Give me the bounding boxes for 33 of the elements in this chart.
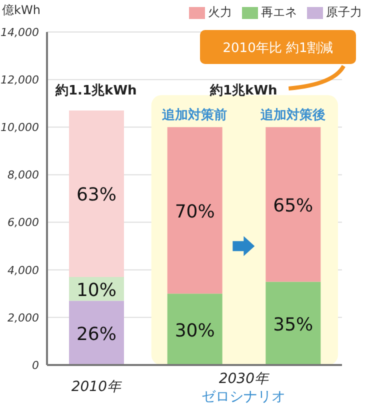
annotation: 30% bbox=[174, 320, 215, 342]
x-tick-label: 追加対策後 bbox=[259, 107, 326, 124]
annotation: 10% bbox=[76, 280, 117, 301]
y-tick-label: 2,000 bbox=[8, 311, 39, 324]
bar bbox=[167, 294, 222, 365]
annotation: 2010年比 約1割減 bbox=[222, 41, 334, 56]
legend-label: 原子力 bbox=[325, 4, 362, 21]
annotation: 約1.1兆kWh bbox=[54, 83, 137, 98]
y-tick-label: 14,000 bbox=[0, 26, 39, 39]
y-tick-label: 12,000 bbox=[0, 73, 39, 86]
y-tick-label: 4,000 bbox=[8, 264, 39, 277]
bar bbox=[266, 282, 321, 365]
y-axis-title: 億kWh bbox=[2, 2, 40, 19]
annotation: 65% bbox=[273, 195, 314, 216]
annotation: 26% bbox=[76, 324, 117, 345]
bar bbox=[167, 127, 222, 294]
text: 2030年 bbox=[218, 371, 270, 387]
x-tick-label: 2010年 bbox=[71, 379, 122, 395]
legend-label: 再エネ bbox=[260, 4, 297, 21]
y-tick-label: 8,000 bbox=[8, 168, 39, 182]
y-tick-label: 6,000 bbox=[8, 216, 39, 230]
annotation: 70% bbox=[174, 201, 215, 222]
text: ゼロシナリオ bbox=[202, 389, 286, 405]
annotation: 35% bbox=[273, 314, 314, 336]
annotation: 約1兆kWh bbox=[209, 83, 278, 98]
annotation: 63% bbox=[76, 184, 117, 206]
x-tick-label: 追加対策前 bbox=[161, 107, 227, 124]
y-tick-label: 0 bbox=[32, 358, 39, 372]
bar bbox=[69, 110, 124, 277]
y-tick-label: 10,000 bbox=[0, 121, 39, 134]
bar bbox=[266, 127, 321, 282]
bar bbox=[69, 300, 124, 365]
legend-label: 火力 bbox=[207, 4, 232, 21]
